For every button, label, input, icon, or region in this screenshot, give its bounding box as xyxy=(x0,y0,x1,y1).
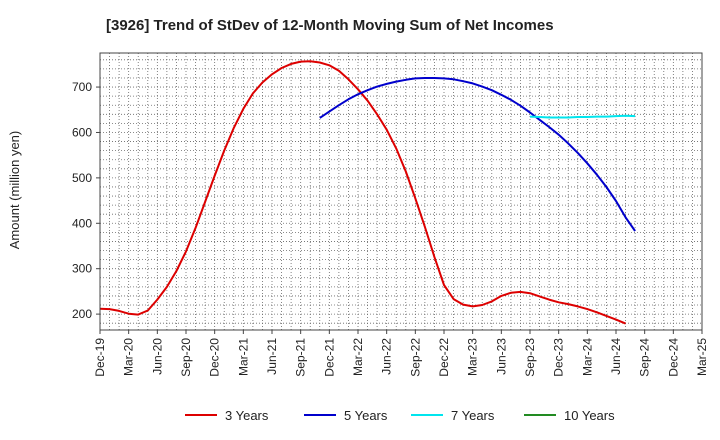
grid-lines xyxy=(100,53,702,330)
x-tick-label: Dec-24 xyxy=(666,338,680,377)
series-line-3-years xyxy=(99,60,626,325)
y-tick-label: 400 xyxy=(72,216,92,230)
x-tick-label: Sep-23 xyxy=(523,338,537,377)
x-tick-label: Sep-20 xyxy=(179,338,193,377)
x-tick-label: Mar-22 xyxy=(351,338,365,376)
chart-title: [3926] Trend of StDev of 12-Month Moving… xyxy=(106,17,554,34)
x-tick-label: Mar-25 xyxy=(695,338,709,376)
x-tick-label: Mar-20 xyxy=(122,338,136,376)
legend-label-10-years: 10 Years xyxy=(564,408,615,423)
series-layer xyxy=(99,60,636,325)
x-tick-label: Mar-24 xyxy=(580,338,594,376)
x-tick-label: Dec-23 xyxy=(552,338,566,377)
x-tick-label: Mar-21 xyxy=(236,338,250,376)
x-tick-label: Sep-21 xyxy=(294,338,308,377)
x-tick-label: Dec-22 xyxy=(437,338,451,377)
series-line-5-years xyxy=(319,77,636,232)
legend-label-5-years: 5 Years xyxy=(344,408,388,423)
y-tick-label: 700 xyxy=(72,80,92,94)
y-tick-label: 500 xyxy=(72,171,92,185)
legend-label-3-years: 3 Years xyxy=(225,408,269,423)
plot-frame xyxy=(99,52,703,331)
y-tick-label: 600 xyxy=(72,125,92,139)
x-tick-label: Mar-23 xyxy=(466,338,480,376)
x-tick-label: Sep-24 xyxy=(638,338,652,377)
x-tick-label: Jun-20 xyxy=(150,338,164,375)
legend-label-7-years: 7 Years xyxy=(451,408,495,423)
x-tick-label: Dec-19 xyxy=(93,338,107,377)
series-line-7-years xyxy=(529,114,636,119)
x-tick-labels: Dec-19 Mar-20 Jun-20 Sep-20 Dec-20 Mar-21 Jun-… xyxy=(93,330,709,377)
x-tick-label: Jun-22 xyxy=(380,338,394,375)
y-tick-label: 300 xyxy=(72,262,92,276)
x-tick-label: Dec-21 xyxy=(322,338,336,377)
y-tick-label: 200 xyxy=(72,307,92,321)
legend: 3 Years 5 Years 7 Years 10 Years xyxy=(185,408,615,423)
x-tick-label: Sep-22 xyxy=(408,338,422,377)
x-tick-label: Jun-21 xyxy=(265,338,279,375)
y-axis-label: Amount (million yen) xyxy=(7,131,22,250)
x-tick-label: Jun-24 xyxy=(609,338,623,375)
x-tick-label: Jun-23 xyxy=(494,338,508,375)
y-tick-labels: 200 300 400 500 600 700 xyxy=(72,80,100,321)
x-tick-label: Dec-20 xyxy=(208,338,222,377)
